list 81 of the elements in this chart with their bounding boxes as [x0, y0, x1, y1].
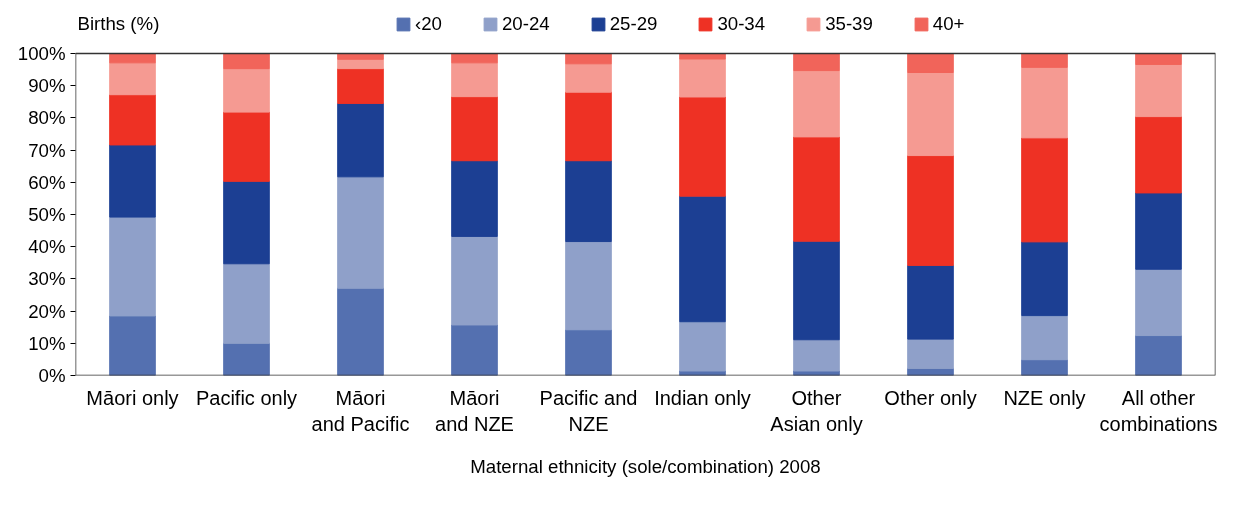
bar: [907, 264, 954, 340]
y-tick-label: 10%: [28, 332, 66, 354]
bar: [907, 53, 954, 73]
y-tick-label: 60%: [28, 171, 66, 193]
x-tick-label: Other Asian only: [770, 386, 863, 435]
y-tick-label: 20%: [28, 300, 66, 322]
bar: [793, 53, 840, 72]
x-tick-label: Māori and Pacific: [311, 386, 410, 435]
bar: [223, 180, 270, 265]
legend-label: 40+: [932, 13, 965, 35]
bar: [565, 63, 612, 93]
bar: [793, 136, 840, 242]
bar: [1135, 192, 1182, 270]
y-tick-label: 40%: [28, 236, 66, 258]
bar: [223, 68, 270, 113]
bar: [451, 62, 498, 98]
bar: [451, 96, 498, 162]
bar: [1021, 53, 1068, 68]
bar: [1135, 335, 1182, 376]
bar: [337, 176, 384, 289]
bar: [223, 263, 270, 344]
x-axis-title: Maternal ethnicity (sole/combination) 2008: [470, 455, 821, 477]
x-tick-label: Indian only: [654, 386, 751, 409]
y-tick-label: 30%: [28, 268, 66, 290]
x-tick-label: Māori only: [86, 386, 179, 409]
legend-label: 20-24: [501, 13, 550, 35]
bar: [679, 96, 726, 197]
bar: [109, 62, 156, 96]
bar: [679, 53, 726, 60]
y-tick-label: 90%: [28, 75, 66, 97]
bar: [679, 58, 726, 98]
bar: [1135, 53, 1182, 65]
bar: [337, 102, 384, 178]
bar: [565, 91, 612, 162]
bar: [793, 240, 840, 341]
x-tick-label: NZE only: [1003, 386, 1086, 409]
x-tick-label: Pacific only: [195, 386, 298, 409]
bar: [109, 315, 156, 376]
bar: [1135, 268, 1182, 337]
bar: [565, 241, 612, 331]
bar: [223, 342, 270, 376]
bar: [1021, 66, 1068, 139]
bar: [565, 329, 612, 376]
y-tick-label: 50%: [28, 204, 66, 225]
y-tick-label: 70%: [28, 139, 66, 161]
bar: [679, 321, 726, 372]
bar: [907, 72, 954, 157]
bar: [793, 339, 840, 372]
bar: [907, 338, 954, 369]
bar: [451, 235, 498, 326]
legend-label: 35-39: [825, 13, 873, 35]
bar: [223, 111, 270, 182]
x-tick-label: Māori and NZE: [435, 386, 514, 435]
bar: [1135, 63, 1182, 118]
bar: [1021, 241, 1068, 317]
x-tick-label: All other combinations: [1099, 386, 1218, 435]
bar: [109, 216, 156, 317]
bar: [679, 195, 726, 323]
bar: [1021, 315, 1068, 361]
bar: [223, 53, 270, 70]
bar: [337, 68, 384, 104]
legend-label: ‹20: [415, 13, 442, 35]
bar: [337, 287, 384, 376]
bar: [109, 144, 156, 218]
bar: [451, 324, 498, 376]
x-tick-label: Other only: [884, 386, 977, 409]
y-axis-title: Births (%): [77, 12, 160, 34]
legend-label: 30-34: [717, 13, 766, 35]
bar: [793, 70, 840, 138]
bar: [565, 160, 612, 243]
y-tick-label: 0%: [38, 365, 66, 386]
bar: [1021, 137, 1068, 243]
bar: [1021, 359, 1068, 376]
y-tick-label: 100%: [17, 43, 66, 64]
bar: [1135, 116, 1182, 194]
bar: [451, 160, 498, 237]
x-tick-label: Pacific and NZE: [539, 386, 638, 435]
legend-label: 25-29: [609, 13, 658, 35]
bar: [907, 155, 954, 266]
bar: [109, 94, 156, 146]
y-tick-label: 80%: [28, 107, 66, 129]
